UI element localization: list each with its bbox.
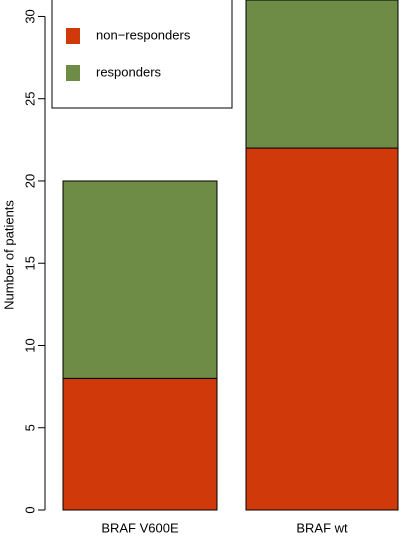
bars: [62, 0, 399, 511]
bar-segment: [245, 147, 399, 511]
y-tick-label: 15: [22, 256, 37, 270]
legend-swatch: [66, 28, 80, 44]
legend-swatch: [66, 65, 80, 81]
legend-label: non−responders: [96, 27, 191, 42]
bar-segment: [245, 0, 399, 149]
y-tick-label: 0: [22, 506, 37, 513]
legend-box: [51, 0, 233, 109]
bar-segment: [62, 180, 218, 379]
y-tick-label: 25: [22, 91, 37, 105]
bar-segment: [62, 377, 218, 511]
x-tick-label: BRAF V600E: [101, 520, 179, 535]
x-tick-label: BRAF wt: [296, 520, 348, 535]
y-axis-label: Number of patients: [1, 200, 16, 310]
y-tick-label: 10: [22, 338, 37, 352]
y-tick-label: 30: [22, 9, 37, 23]
y-tick-label: 5: [22, 424, 37, 431]
y-tick-label: 20: [22, 174, 37, 188]
legend-label: responders: [96, 64, 162, 79]
